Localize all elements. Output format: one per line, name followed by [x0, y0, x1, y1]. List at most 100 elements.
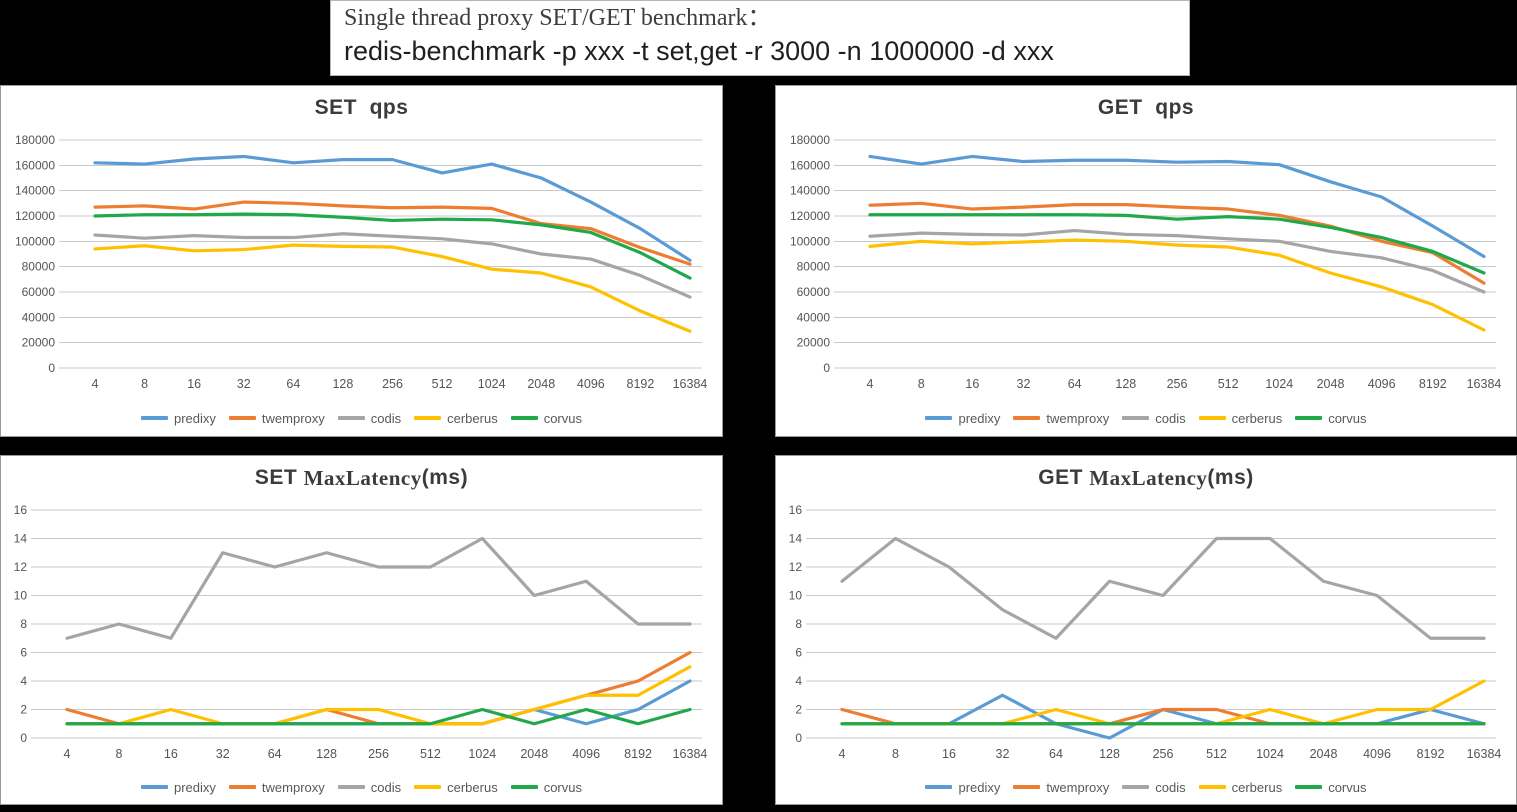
series-line-twemproxy [93, 200, 692, 266]
svg-text:16384: 16384 [1467, 747, 1502, 761]
series-line-cerberus [93, 243, 692, 333]
legend-item-twemproxy: twemproxy [1013, 411, 1109, 426]
svg-text:0: 0 [20, 731, 27, 745]
legend-swatch-predixy [925, 785, 953, 789]
svg-text:12: 12 [14, 560, 28, 574]
svg-text:40000: 40000 [22, 310, 56, 324]
svg-text:4: 4 [839, 747, 846, 761]
title-part: GET qps [1097, 96, 1195, 119]
svg-text:32: 32 [237, 377, 251, 391]
chart-title-set-maxlatency: SET MaxLatency (ms) [255, 456, 468, 500]
chart-title-get-maxlatency: GET MaxLatency (ms) [1038, 456, 1254, 500]
svg-text:64: 64 [286, 377, 300, 391]
legend-swatch-twemproxy [1013, 785, 1041, 789]
legend-swatch-cerberus [1198, 416, 1226, 420]
svg-text:2048: 2048 [1310, 747, 1338, 761]
svg-text:256: 256 [1153, 747, 1174, 761]
set-qps-legend: predixy twemproxy codis cerberus corvus [140, 400, 582, 436]
svg-text:160000: 160000 [15, 158, 55, 172]
legend-item-codis: codis [337, 410, 402, 426]
legend-swatch-predixy [140, 416, 168, 420]
legend-swatch-corvus [1295, 785, 1323, 789]
svg-text:512: 512 [420, 747, 441, 761]
svg-text:8: 8 [918, 377, 925, 391]
legend-label-codis: codis [1155, 779, 1186, 795]
svg-text:160000: 160000 [790, 158, 830, 172]
svg-text:64: 64 [1068, 377, 1082, 391]
legend-label-predixy: predixy [958, 410, 1001, 426]
svg-text:6: 6 [795, 646, 802, 660]
legend-label-cerberus: cerberus [447, 410, 498, 426]
chart-title-get-qps: GET qps [1098, 86, 1194, 130]
svg-text:128: 128 [1115, 377, 1136, 391]
svg-text:2048: 2048 [1317, 377, 1345, 391]
legend-swatch-predixy [140, 785, 168, 789]
svg-text:6: 6 [20, 646, 27, 660]
svg-text:512: 512 [1206, 747, 1227, 761]
series-line-codis [65, 536, 692, 640]
svg-text:2: 2 [20, 703, 27, 717]
legend-label-predixy: predixy [173, 410, 216, 426]
title-part: (ms) [421, 466, 469, 489]
svg-text:140000: 140000 [15, 184, 55, 198]
svg-text:4096: 4096 [1363, 747, 1391, 761]
svg-text:32: 32 [996, 747, 1010, 761]
svg-text:16: 16 [965, 377, 979, 391]
legend-label-cerberus: cerberus [1231, 410, 1283, 426]
svg-text:8192: 8192 [1419, 377, 1447, 391]
svg-text:4: 4 [795, 674, 802, 688]
benchmark-title: Single thread proxy SET/GET benchmark： [344, 5, 772, 31]
svg-text:512: 512 [432, 377, 453, 391]
series-line-cerberus [65, 665, 692, 726]
legend-label-corvus: corvus [1328, 410, 1367, 426]
legend-item-corvus: corvus [510, 779, 582, 795]
legend-label-corvus: corvus [543, 779, 582, 795]
svg-text:8: 8 [795, 617, 802, 631]
svg-text:4: 4 [20, 674, 27, 688]
legend-item-corvus: corvus [510, 411, 582, 426]
legend-swatch-twemproxy [228, 416, 256, 420]
svg-text:128: 128 [1099, 747, 1120, 761]
legend-swatch-cerberus [1198, 785, 1226, 789]
svg-text:256: 256 [1167, 377, 1188, 391]
legend-label-corvus: corvus [1328, 779, 1367, 795]
legend-swatch-codis [1122, 416, 1150, 420]
svg-text:10: 10 [14, 589, 28, 603]
svg-text:100000: 100000 [15, 234, 55, 248]
legend-label-codis: codis [370, 410, 402, 426]
svg-text:120000: 120000 [790, 209, 830, 223]
legend-item-cerberus: cerberus [414, 411, 498, 426]
svg-text:16384: 16384 [673, 377, 708, 391]
svg-text:1024: 1024 [1256, 747, 1284, 761]
legend-swatch-twemproxy [228, 785, 256, 789]
series-line-predixy [93, 154, 692, 262]
legend-label-cerberus: cerberus [1231, 779, 1283, 795]
legend-label-twemproxy: twemproxy [1046, 410, 1110, 426]
chart-panel-set-maxlatency: SET MaxLatency (ms) 16 14 12 10 8 6 4 2 0 4 8 16 32 64… [0, 455, 723, 805]
legend-item-predixy: predixy [140, 410, 216, 426]
svg-text:60000: 60000 [797, 285, 831, 299]
svg-text:100000: 100000 [790, 234, 830, 248]
svg-text:40000: 40000 [797, 310, 831, 324]
title-part: GET [1038, 466, 1090, 489]
series-line-codis [868, 228, 1486, 294]
svg-text:16: 16 [164, 747, 178, 761]
get-maxlatency-legend: predixy twemproxy codis cerberus corvus [925, 770, 1367, 804]
svg-text:8: 8 [20, 617, 27, 631]
legend-item-predixy: predixy [140, 780, 216, 795]
svg-text:0: 0 [795, 731, 802, 745]
legend-label-twemproxy: twemproxy [261, 779, 325, 795]
legend-swatch-cerberus [414, 416, 442, 420]
svg-text:140000: 140000 [790, 184, 830, 198]
get-qps-legend: predixy twemproxy codis cerberus corvus [925, 400, 1367, 436]
legend-label-codis: codis [370, 779, 402, 795]
legend-label-twemproxy: twemproxy [261, 410, 325, 426]
svg-text:16: 16 [942, 747, 956, 761]
svg-text:8: 8 [141, 377, 148, 391]
svg-text:16384: 16384 [1467, 377, 1502, 391]
svg-text:80000: 80000 [797, 260, 831, 274]
legend-swatch-corvus [510, 416, 538, 420]
legend-swatch-corvus [1295, 416, 1323, 420]
svg-text:1024: 1024 [478, 377, 506, 391]
